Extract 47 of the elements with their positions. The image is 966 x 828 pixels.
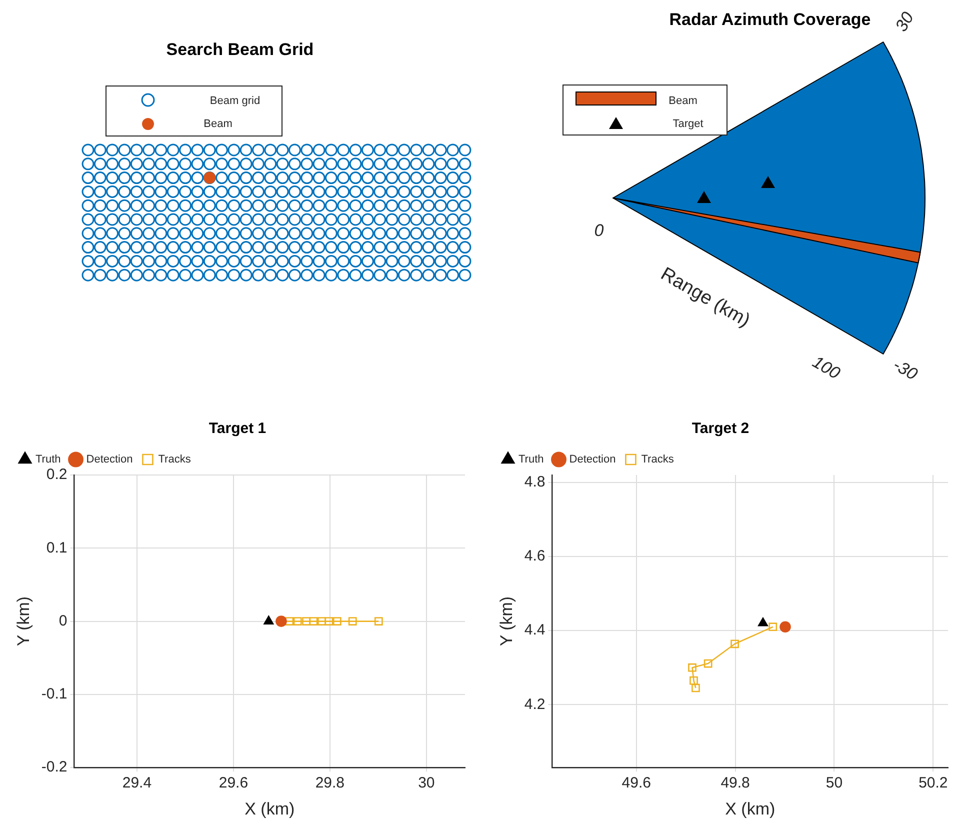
x-tick-label: 30 [418,774,435,792]
legend-label: Tracks [158,454,192,466]
point [688,663,696,672]
x-tick-label: 29.6 [218,774,248,792]
y-axis-title: Y (km) [14,596,33,646]
x-tick-label: 50 [826,774,843,792]
point [690,676,698,685]
point [692,684,700,692]
text: 30 [892,8,918,36]
y-tick-label: -0.2 [41,758,68,776]
text: Beam [668,95,698,107]
point [704,659,712,668]
point [758,618,768,626]
y-tick-label: 4.6 [524,548,546,565]
x-tick-label: 29.4 [122,774,152,792]
y-axis-title: Y (km) [496,596,516,646]
y-tick-label: 0 [58,612,68,630]
y-tick-label: 4.2 [524,696,546,713]
y-tick-label: 4.4 [524,622,546,639]
y-tick-label: 4.8 [524,474,546,491]
point [768,622,778,632]
text: 0 [594,221,604,241]
text: Target [672,118,704,130]
text: Radar Azimuth Coverage [669,10,871,30]
x-tick-label: 29.8 [315,774,345,792]
legend-label: Truth [518,454,544,466]
legend-label: Detection [86,454,133,466]
text: Beam [204,118,232,130]
text: -30 [889,355,921,385]
text: Search Beam Grid [166,40,314,60]
chart-title: Target 2 [692,420,750,438]
y-tick-label: -0.1 [41,686,68,703]
point [730,640,739,648]
legend-label: Truth [36,454,61,466]
x-tick-label: 49.8 [720,774,750,792]
x-tick-label: 49.6 [622,774,651,792]
text: 100 [808,352,844,384]
y-tick-label: 0.1 [46,539,68,556]
point [780,621,791,633]
legend-label: Tracks [641,454,674,466]
legend-label: Detection [569,454,616,466]
y-tick-label: 0.2 [46,466,68,484]
text: Beam grid [210,95,260,107]
x-tick-label: 50.2 [918,774,948,792]
x-axis-title: X (km) [244,799,295,818]
x-axis-title: X (km) [725,799,776,818]
chart-title: Target 1 [208,420,266,438]
